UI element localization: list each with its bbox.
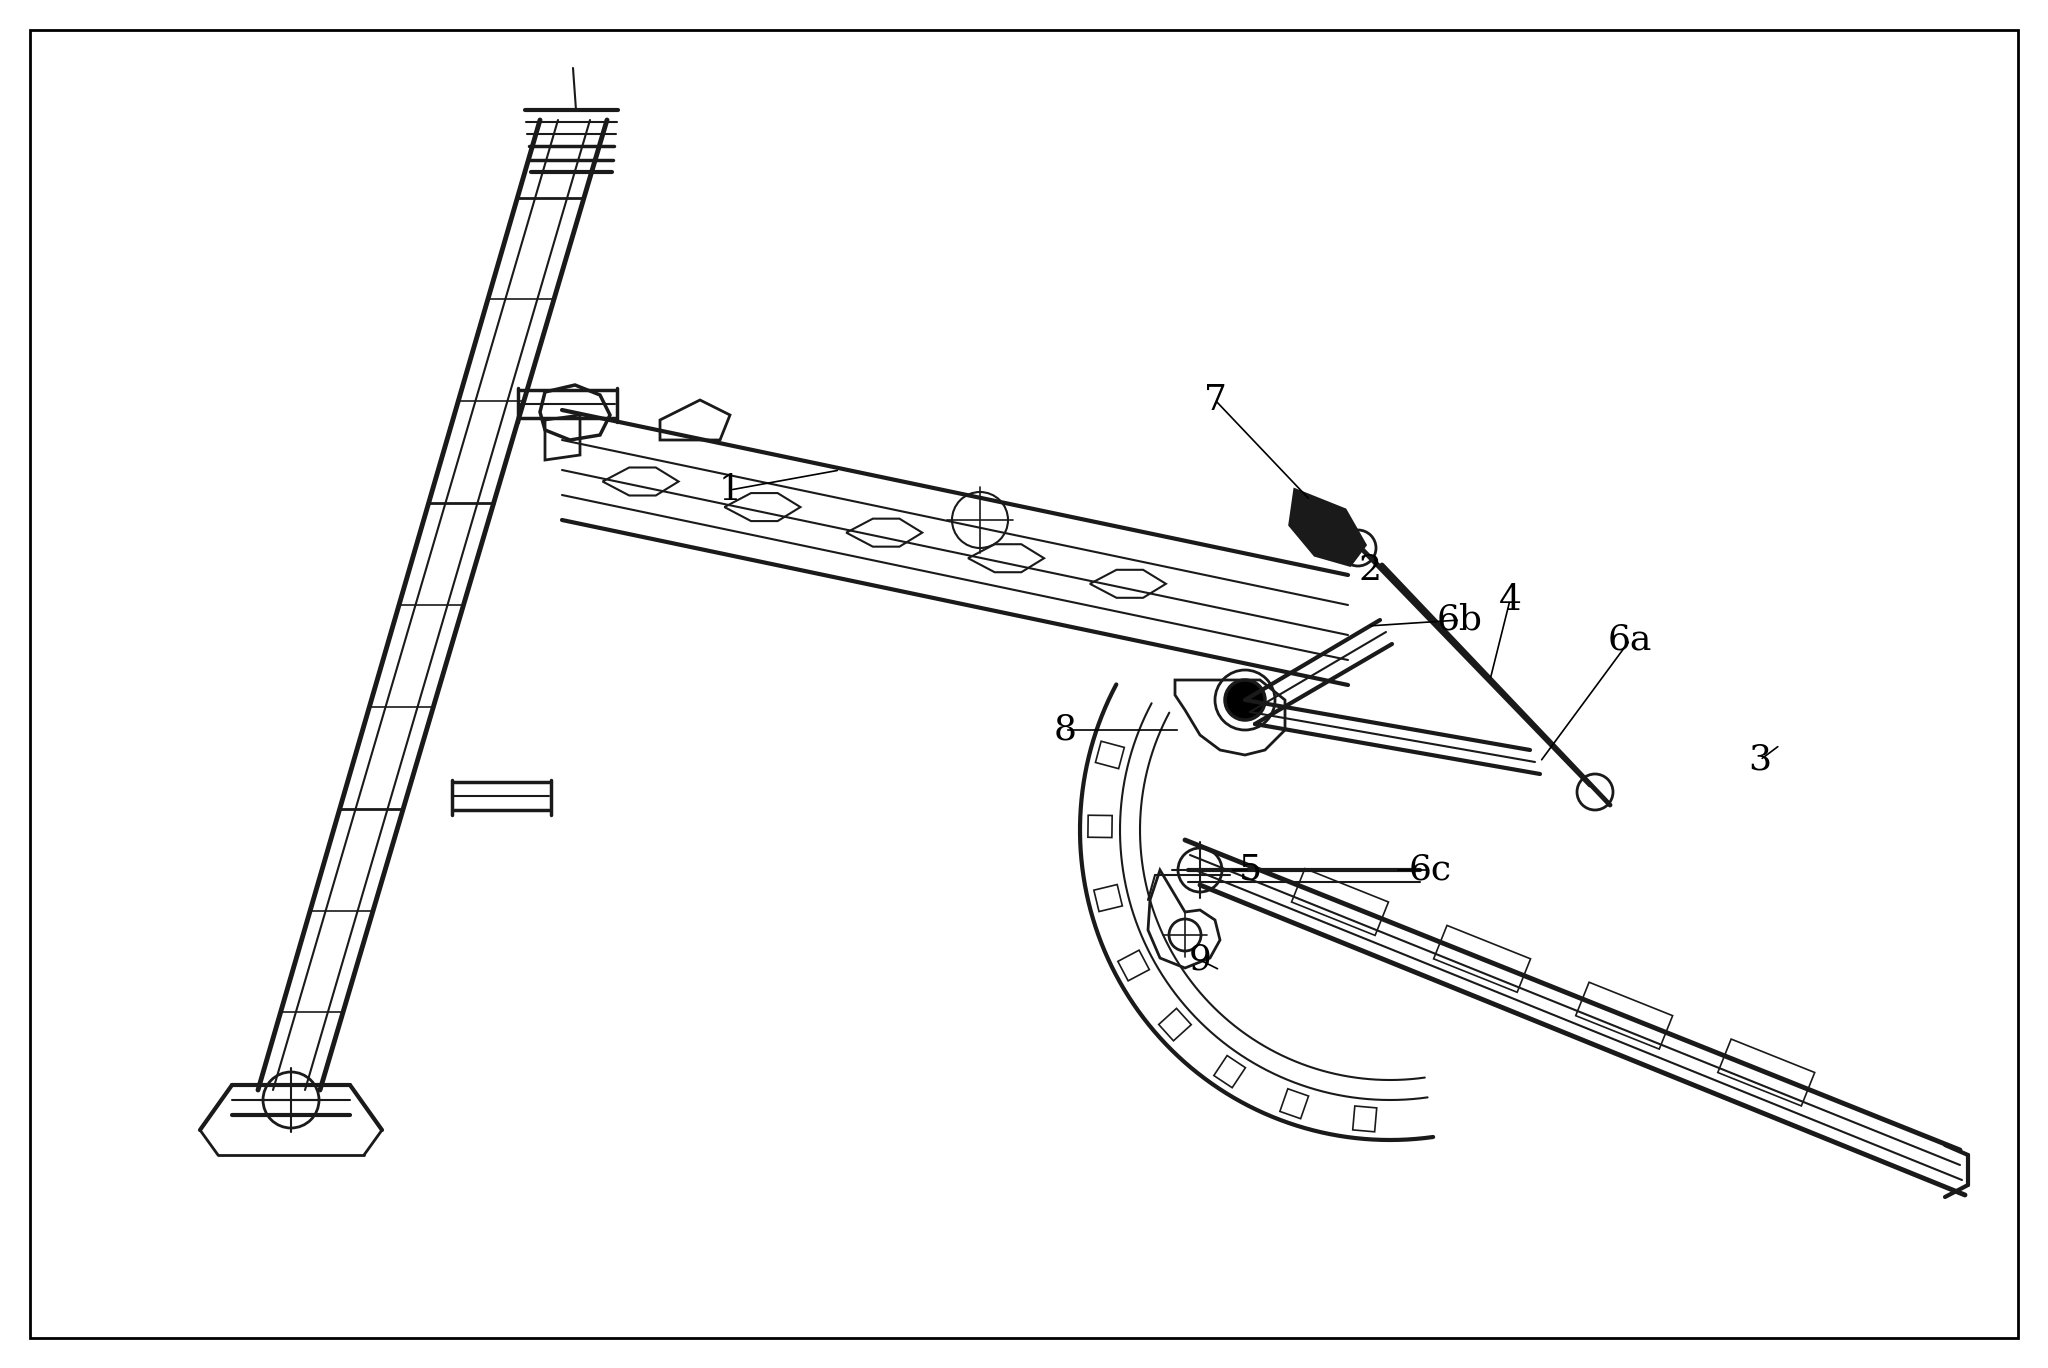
Text: 6b: 6b xyxy=(1438,603,1483,637)
Polygon shape xyxy=(1290,490,1366,565)
Text: 6a: 6a xyxy=(1608,622,1653,657)
Text: 7: 7 xyxy=(1204,383,1227,417)
Text: 1: 1 xyxy=(719,473,741,508)
Circle shape xyxy=(1325,531,1354,560)
Text: 5: 5 xyxy=(1239,854,1262,886)
Text: 3: 3 xyxy=(1749,743,1772,777)
Text: 4: 4 xyxy=(1499,583,1522,617)
Text: 8: 8 xyxy=(1053,713,1077,747)
Text: 6c: 6c xyxy=(1409,854,1452,886)
Circle shape xyxy=(1225,680,1266,720)
Text: 9: 9 xyxy=(1188,943,1212,977)
Text: 2: 2 xyxy=(1358,553,1382,587)
